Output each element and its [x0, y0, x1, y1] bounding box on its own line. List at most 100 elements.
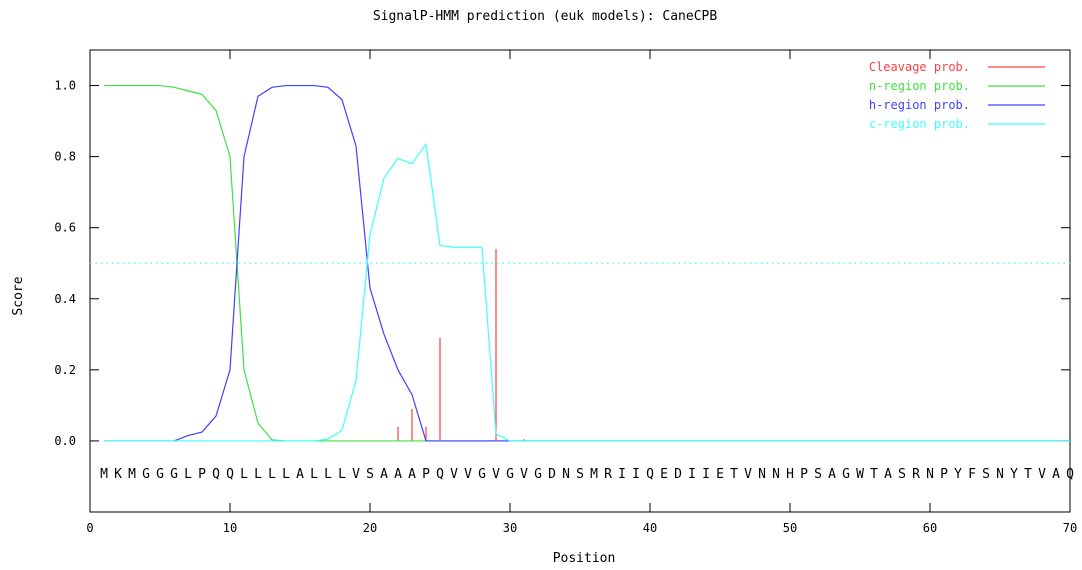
sequence-residue: S: [366, 467, 374, 482]
sequence-residue: D: [674, 467, 682, 482]
sequence-residue: A: [828, 467, 836, 482]
c-region-prob-line: [104, 142, 1070, 442]
sequence-residue: Q: [436, 467, 444, 482]
legend-label: n-region prob.: [869, 79, 970, 93]
sequence-residue: A: [394, 467, 402, 482]
sequence-residue: L: [310, 467, 318, 482]
sequence-residue: V: [352, 467, 360, 482]
y-axis-label: Score: [11, 276, 26, 315]
sequence-residue: Q: [226, 467, 234, 482]
sequence-residue: T: [730, 467, 738, 482]
sequence-residue: V: [464, 467, 472, 482]
sequence-residue: G: [506, 467, 514, 482]
sequence-residue: S: [898, 467, 906, 482]
sequence-residue: G: [478, 467, 486, 482]
sequence-residue: N: [926, 467, 934, 482]
sequence-residue: V: [450, 467, 458, 482]
y-tick-label: 0.4: [54, 292, 76, 306]
sequence-residue: T: [1024, 467, 1032, 482]
sequence-residue: V: [1038, 467, 1046, 482]
sequence-residue: G: [842, 467, 850, 482]
sequence-residue: N: [758, 467, 766, 482]
data-series: [90, 84, 1070, 442]
n-region-prob-line: [104, 84, 1070, 442]
h-region-prob-line: [104, 84, 1070, 442]
sequence-residue: A: [884, 467, 892, 482]
sequence-residue: I: [688, 467, 696, 482]
sequence-residue: R: [912, 467, 920, 482]
sequence-residue: S: [814, 467, 822, 482]
sequence-residue: Q: [646, 467, 654, 482]
sequence-residue: Y: [954, 467, 962, 482]
sequence-residue: L: [282, 467, 290, 482]
sequence-residue: K: [114, 467, 122, 482]
sequence-residue: M: [128, 467, 136, 482]
x-axis-label: Position: [553, 551, 616, 566]
sequence-residue: M: [590, 467, 598, 482]
y-tick-label: 0.0: [54, 434, 76, 448]
y-tick-label: 0.6: [54, 221, 76, 235]
sequence-residue: G: [170, 467, 178, 482]
x-tick-label: 70: [1063, 521, 1077, 535]
sequence-residue: R: [604, 467, 612, 482]
sequence-residue: A: [296, 467, 304, 482]
axis-ticks: 0.0 0.2 0.4 0.6 0.8 1.0 0 10 20 30 40 50 60 70: [54, 50, 1077, 535]
sequence-residue: I: [702, 467, 710, 482]
sequence-residue: A: [380, 467, 388, 482]
sequence-residue: G: [534, 467, 542, 482]
sequence-residue: P: [940, 467, 948, 482]
sequence-residue: Q: [1066, 467, 1074, 482]
legend: Cleavage prob. n-region prob. h-region pro…: [869, 60, 1045, 131]
sequence-residue: S: [982, 467, 990, 482]
sequence-residue: I: [618, 467, 626, 482]
sequence-residue: N: [996, 467, 1004, 482]
x-tick-label: 10: [223, 521, 237, 535]
chart-title: SignalP-HMM prediction (euk models): Can…: [373, 9, 718, 24]
sequence-residue: A: [408, 467, 416, 482]
sequence-residue: P: [800, 467, 808, 482]
sequence-residue: A: [1052, 467, 1060, 482]
sequence-residue: E: [660, 467, 668, 482]
sequence-residue: G: [142, 467, 150, 482]
plot-frame: [89, 49, 1071, 513]
sequence-residue: L: [338, 467, 346, 482]
sequence-residue: N: [562, 467, 570, 482]
x-tick-label: 20: [363, 521, 377, 535]
sequence-residue: L: [240, 467, 248, 482]
sequence-residue: I: [632, 467, 640, 482]
x-tick-label: 30: [503, 521, 517, 535]
y-tick-label: 0.2: [54, 363, 76, 377]
x-tick-label: 50: [783, 521, 797, 535]
y-tick-label: 0.8: [54, 150, 76, 164]
sequence-residue: E: [716, 467, 724, 482]
sequence-residue: V: [744, 467, 752, 482]
legend-label: Cleavage prob.: [869, 60, 970, 74]
x-tick-label: 40: [643, 521, 657, 535]
legend-label: h-region prob.: [869, 98, 970, 112]
y-tick-label: 1.0: [54, 79, 76, 93]
sequence-residue: L: [184, 467, 192, 482]
sequence-residue: W: [856, 467, 864, 482]
sequence-residue: Y: [1010, 467, 1018, 482]
sequence-residue: P: [422, 467, 430, 482]
sequence-residue: N: [772, 467, 780, 482]
sequence-residue: M: [100, 467, 108, 482]
sequence-residue: L: [254, 467, 262, 482]
sequence-residue: L: [324, 467, 332, 482]
sequence-residue: G: [156, 467, 164, 482]
sequence-residue: V: [520, 467, 528, 482]
sequence-residue: F: [968, 467, 976, 482]
sequence-residue: S: [576, 467, 584, 482]
sequence-residue: V: [492, 467, 500, 482]
sequence-residue: P: [198, 467, 206, 482]
sequence-residue: D: [548, 467, 556, 482]
sequence-residue: H: [786, 467, 794, 482]
x-tick-label: 0: [86, 521, 93, 535]
sequence-residue: Q: [212, 467, 220, 482]
sequence-residue: T: [870, 467, 878, 482]
legend-label: c-region prob.: [869, 117, 970, 131]
sequence-residue: L: [268, 467, 276, 482]
x-tick-label: 60: [923, 521, 937, 535]
